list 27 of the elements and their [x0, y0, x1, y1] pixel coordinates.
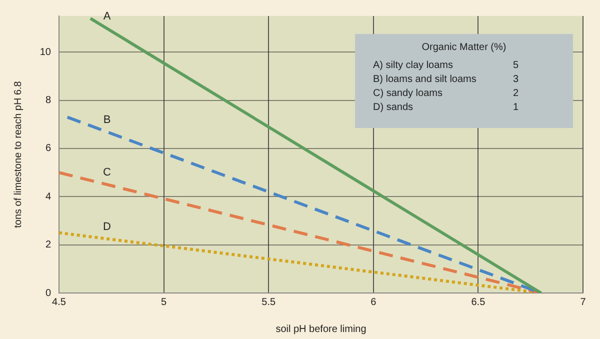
- annotation: Organic Matter (%): [420, 42, 508, 53]
- y-tick-label: 2: [45, 240, 52, 251]
- x-tick-label: 5: [161, 296, 168, 308]
- x-tick-label: 5.5: [262, 296, 276, 308]
- x-tick-label: 6: [370, 296, 377, 308]
- y-tick-label: 4: [45, 191, 52, 202]
- x-tick-label: 4.5: [52, 296, 66, 308]
- x-tick-label: 6.5: [471, 296, 486, 308]
- annotation: 5: [513, 59, 519, 73]
- annotation: 3: [513, 73, 519, 87]
- annotation: D) sands: [373, 101, 414, 115]
- annotation: 2: [513, 87, 519, 101]
- y-tick-label: 0: [45, 288, 52, 299]
- series-label: C: [103, 166, 112, 179]
- y-tick-label: 10: [40, 46, 52, 58]
- annotation: B) loams and silt loams: [373, 73, 478, 87]
- annotation: C) sandy loams: [373, 87, 444, 101]
- annotation: 1: [513, 101, 519, 115]
- y-axis-title: tons of limestone to reach pH 6.8: [12, 80, 24, 228]
- annotation: A) silty clay loams: [373, 59, 454, 73]
- y-tick-label: 8: [45, 95, 52, 106]
- series-label: D: [103, 220, 112, 233]
- x-tick-label: 7: [580, 296, 586, 308]
- y-tick-label: 6: [45, 143, 52, 154]
- series-label: B: [103, 114, 111, 126]
- x-axis-title: soil pH before liming: [276, 324, 366, 335]
- series-label: A: [103, 10, 112, 23]
